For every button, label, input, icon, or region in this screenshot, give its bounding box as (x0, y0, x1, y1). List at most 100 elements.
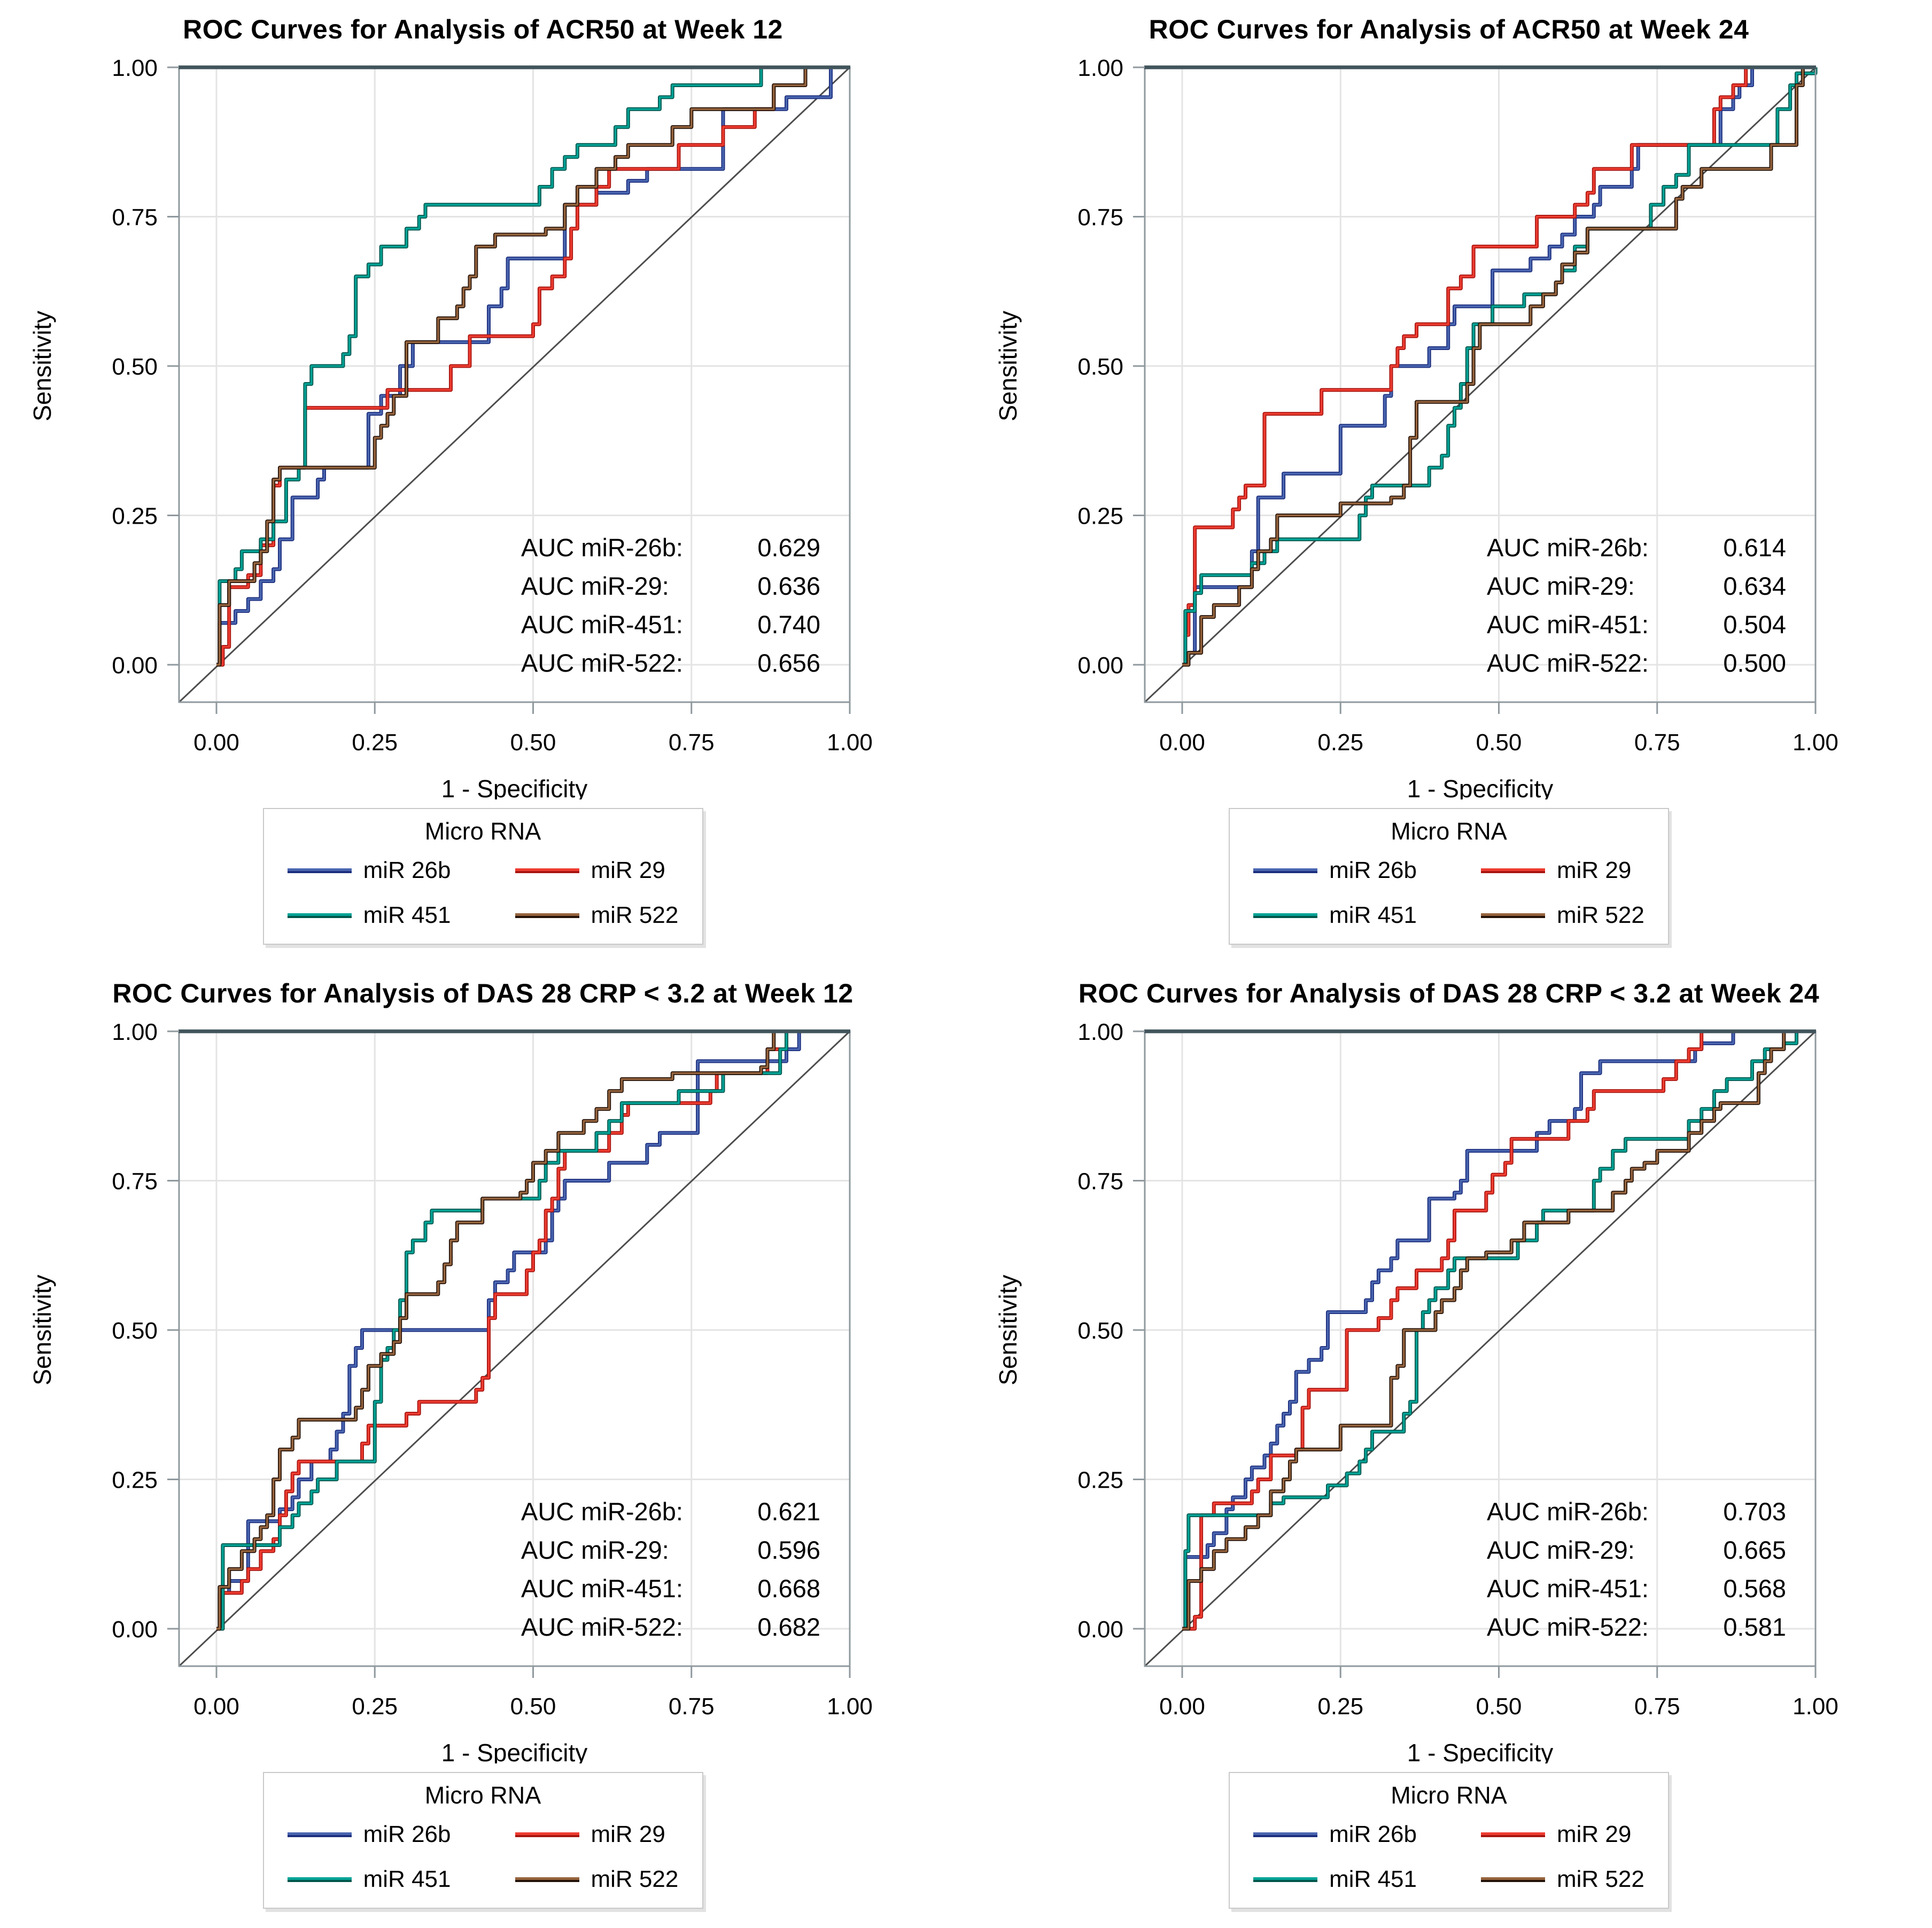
legend-entry-label: miR 522 (1557, 902, 1644, 928)
legend-entry-miR29: miR 29 (1481, 857, 1644, 884)
auc-label: AUC miR-29: (521, 572, 669, 600)
x-tick-label: 0.00 (193, 1693, 239, 1720)
legend-swatch-miR451 (1253, 913, 1318, 918)
auc-label: AUC miR-522: (1487, 649, 1649, 677)
diagonal-reference-line (178, 66, 851, 703)
y-axis-label: Sensitivity (994, 1274, 1022, 1385)
legend-entry-miR451: miR 451 (1253, 1866, 1417, 1893)
x-axis-label: 1 - Specificity (441, 775, 588, 799)
y-tick-label: 0.25 (1077, 1467, 1123, 1494)
y-axis-label: Sensitivity (28, 310, 56, 421)
x-tick-label: 0.25 (1317, 1693, 1363, 1720)
legend-entry-label: miR 26b (1329, 1821, 1417, 1847)
page-title: ROC Curves for Analysis of ACR50 at Week… (1149, 14, 1749, 44)
roc-plot: 0.00 0.25 0.50 0.75 1.00 0.00 0.25 0.50 0.75 1.00… (994, 55, 1838, 799)
legend-swatch-miR522 (515, 1877, 579, 1882)
auc-value: 0.668 (757, 1574, 820, 1603)
x-tick-label: 0.25 (1317, 729, 1363, 756)
legend-swatch-miR451 (287, 913, 352, 918)
x-tick-label: 0.25 (352, 1693, 398, 1720)
auc-value: 0.665 (1723, 1536, 1786, 1564)
x-tick-label: 1.00 (1793, 1693, 1838, 1720)
x-tick-label: 0.50 (1476, 729, 1522, 756)
y-tick-label: 1.00 (1077, 55, 1123, 81)
auc-label: AUC miR-451: (521, 1574, 683, 1603)
legend-entry-label: miR 522 (591, 902, 679, 928)
diagonal-reference-line (1144, 66, 1817, 703)
legend-entry-miR451: miR 451 (287, 902, 451, 929)
legend-box: Micro RNA miR 26b miR 29 miR 451 miR 522 (1229, 808, 1669, 945)
auc-label: AUC miR-522: (521, 1613, 683, 1641)
auc-value: 0.504 (1723, 610, 1786, 639)
x-axis-label: 1 - Specificity (441, 1739, 588, 1763)
roc-panel-3: ROC Curves for Analysis of DAS 28 CRP < … (966, 964, 1932, 1928)
auc-value: 0.682 (757, 1613, 820, 1641)
legend-entry-miR26b: miR 26b (1253, 1821, 1417, 1848)
y-tick-label: 0.50 (1077, 354, 1123, 380)
x-tick-label: 0.00 (1159, 1693, 1205, 1720)
y-tick-label: 0.25 (112, 503, 158, 530)
roc-panel-0: ROC Curves for Analysis of ACR50 at Week… (0, 0, 966, 964)
auc-value: 0.614 (1723, 533, 1786, 562)
y-tick-label: 0.75 (1077, 205, 1123, 231)
roc-curve-miR522 (1182, 66, 1815, 666)
legend-rows: miR 26b miR 29 miR 451 miR 522 (1235, 857, 1663, 929)
roc-curve-miR522 (216, 1030, 850, 1630)
x-axis-label: 1 - Specificity (1407, 1739, 1554, 1763)
diagonal-reference-line (178, 1030, 851, 1667)
legend-swatch-miR522 (1481, 1877, 1545, 1882)
y-tick-label: 0.00 (112, 652, 158, 679)
auc-value: 0.621 (757, 1497, 820, 1526)
legend-entry-label: miR 522 (591, 1866, 679, 1892)
page-title: ROC Curves for Analysis of ACR50 at Week… (183, 14, 783, 44)
auc-label: AUC miR-29: (1487, 572, 1635, 600)
auc-label: AUC miR-451: (521, 610, 683, 639)
legend-entry-label: miR 26b (1329, 857, 1417, 883)
legend-entry-miR522: miR 522 (515, 902, 679, 929)
legend-rows: miR 26b miR 29 miR 451 miR 522 (269, 1821, 697, 1893)
y-tick-label: 0.25 (1077, 503, 1123, 530)
legend-swatch-miR29 (515, 868, 579, 873)
auc-value: 0.629 (757, 533, 820, 562)
legend-entry-miR451: miR 451 (287, 1866, 451, 1893)
x-tick-label: 1.00 (827, 1693, 873, 1720)
roc-curve-miR26b (1182, 1030, 1815, 1630)
x-tick-label: 0.75 (669, 729, 715, 756)
auc-label: AUC miR-26b: (1487, 1497, 1649, 1526)
auc-value: 0.634 (1723, 572, 1786, 600)
legend-swatch-miR522 (515, 913, 579, 918)
legend-entry-miR522: miR 522 (1481, 1866, 1644, 1893)
x-tick-label: 0.75 (1634, 1693, 1680, 1720)
legend-swatch-miR451 (287, 1877, 352, 1882)
x-tick-label: 1.00 (827, 729, 873, 756)
page-title: ROC Curves for Analysis of DAS 28 CRP < … (112, 978, 854, 1008)
legend-box: Micro RNA miR 26b miR 29 miR 451 miR 522 (262, 808, 703, 945)
legend-entry-label: miR 451 (363, 902, 451, 928)
x-tick-label: 0.50 (510, 1693, 556, 1720)
auc-label: AUC miR-451: (1487, 610, 1649, 639)
x-tick-label: 0.50 (1476, 1693, 1522, 1720)
legend-entry-label: miR 26b (363, 1821, 451, 1847)
roc-panel-1: ROC Curves for Analysis of ACR50 at Week… (966, 0, 1932, 964)
legend-title: Micro RNA (424, 1782, 541, 1809)
roc-curve-miR451 (1182, 67, 1817, 666)
y-tick-label: 0.50 (112, 1318, 158, 1344)
x-tick-label: 0.75 (1634, 729, 1680, 756)
auc-label: AUC miR-26b: (1487, 533, 1649, 562)
auc-label: AUC miR-522: (1487, 1613, 1649, 1641)
legend-box: Micro RNA miR 26b miR 29 miR 451 miR 522 (1229, 1772, 1669, 1909)
auc-label: AUC miR-26b: (521, 1497, 683, 1526)
legend-entry-label: miR 451 (1329, 902, 1417, 928)
auc-label: AUC miR-26b: (521, 533, 683, 562)
y-axis-label: Sensitivity (994, 310, 1022, 421)
legend-swatch-miR26b (287, 868, 352, 873)
x-tick-label: 0.00 (1159, 729, 1205, 756)
legend-swatch-miR451 (1253, 1877, 1318, 1882)
x-tick-label: 0.00 (193, 729, 239, 756)
roc-curve-miR26b (216, 1030, 850, 1630)
legend-rows: miR 26b miR 29 miR 451 miR 522 (1235, 1821, 1663, 1893)
auc-value: 0.596 (757, 1536, 820, 1564)
legend-entry-label: miR 29 (591, 1821, 665, 1847)
legend-title: Micro RNA (424, 818, 541, 845)
legend-swatch-miR522 (1481, 913, 1545, 918)
